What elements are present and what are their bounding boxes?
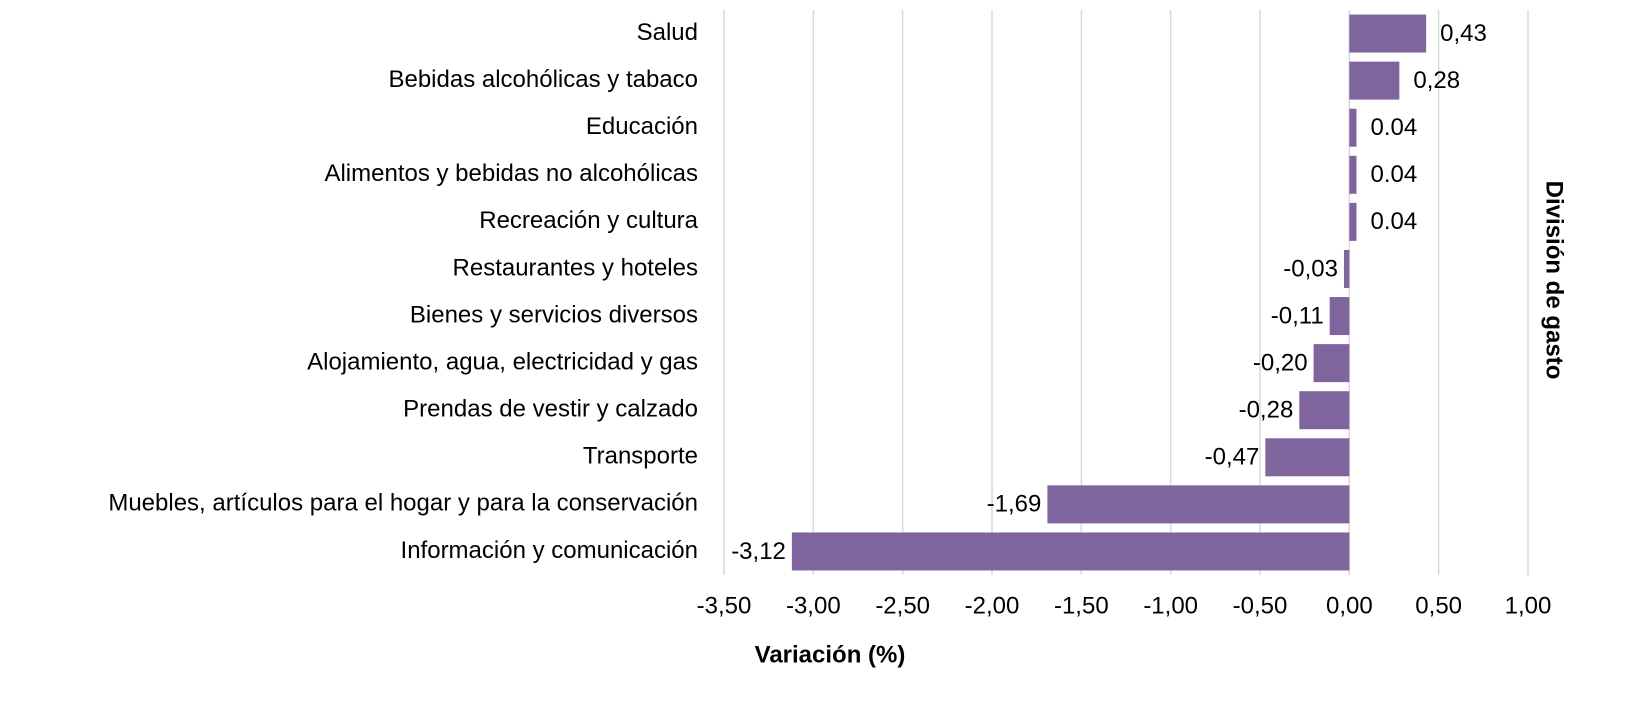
x-tick-label: -1,50 [1054, 592, 1109, 619]
bar [1047, 485, 1350, 524]
x-tick-label: 1,00 [1505, 592, 1552, 619]
bar [1349, 155, 1357, 194]
y-tick-label: Bebidas alcohólicas y tabaco [388, 66, 698, 93]
data-label: 0.04 [1370, 161, 1417, 188]
bar [1299, 391, 1350, 430]
data-label: 0,28 [1413, 67, 1460, 94]
x-tick-label: 0,50 [1415, 592, 1462, 619]
y-tick-label: Alimentos y bebidas no alcohólicas [324, 160, 698, 187]
y-tick-label: Alojamiento, agua, electricidad y gas [307, 348, 698, 375]
bar [1313, 344, 1350, 383]
bar [1329, 297, 1350, 336]
y-tick-label: Prendas de vestir y calzado [403, 396, 698, 423]
y-tick-label: Bienes y servicios diversos [410, 301, 698, 328]
data-label: -0,28 [1239, 397, 1294, 424]
x-tick-label: 0,00 [1326, 592, 1373, 619]
x-tick-label: -3,00 [786, 592, 841, 619]
y-tick-label: Muebles, artículos para el hogar y para … [108, 490, 698, 517]
y-tick-label: Restaurantes y hoteles [453, 254, 698, 281]
data-label: -3,12 [731, 538, 786, 565]
data-label: 0.04 [1370, 208, 1417, 235]
data-label: -0,20 [1253, 349, 1308, 376]
x-tick-label: -0,50 [1233, 592, 1288, 619]
bar [1349, 202, 1357, 241]
y-tick-label: Información y comunicación [401, 537, 698, 564]
data-label: -1,69 [987, 491, 1042, 518]
x-tick-label: -2,00 [965, 592, 1020, 619]
x-axis-title: Variación (%) [755, 641, 906, 668]
bar [791, 532, 1350, 571]
bar [1349, 108, 1357, 147]
data-label: -0,03 [1283, 255, 1338, 282]
bar [1349, 61, 1400, 100]
bar [1265, 438, 1350, 477]
y-tick-label: Recreación y cultura [479, 207, 698, 234]
data-label: 0,43 [1440, 20, 1487, 47]
x-tick-label: -3,50 [697, 592, 752, 619]
y-tick-label: Transporte [583, 443, 698, 470]
data-label: -0,11 [1271, 302, 1324, 329]
data-label: -0,47 [1205, 444, 1260, 471]
y-axis-title: División de gasto [1541, 181, 1568, 380]
data-label: 0.04 [1370, 114, 1417, 141]
y-tick-label: Educación [586, 113, 698, 140]
bar [1343, 249, 1350, 288]
y-tick-label: Salud [637, 19, 698, 46]
x-tick-label: -2,50 [875, 592, 930, 619]
x-tick-label: -1,00 [1143, 592, 1198, 619]
bar [1349, 14, 1427, 53]
